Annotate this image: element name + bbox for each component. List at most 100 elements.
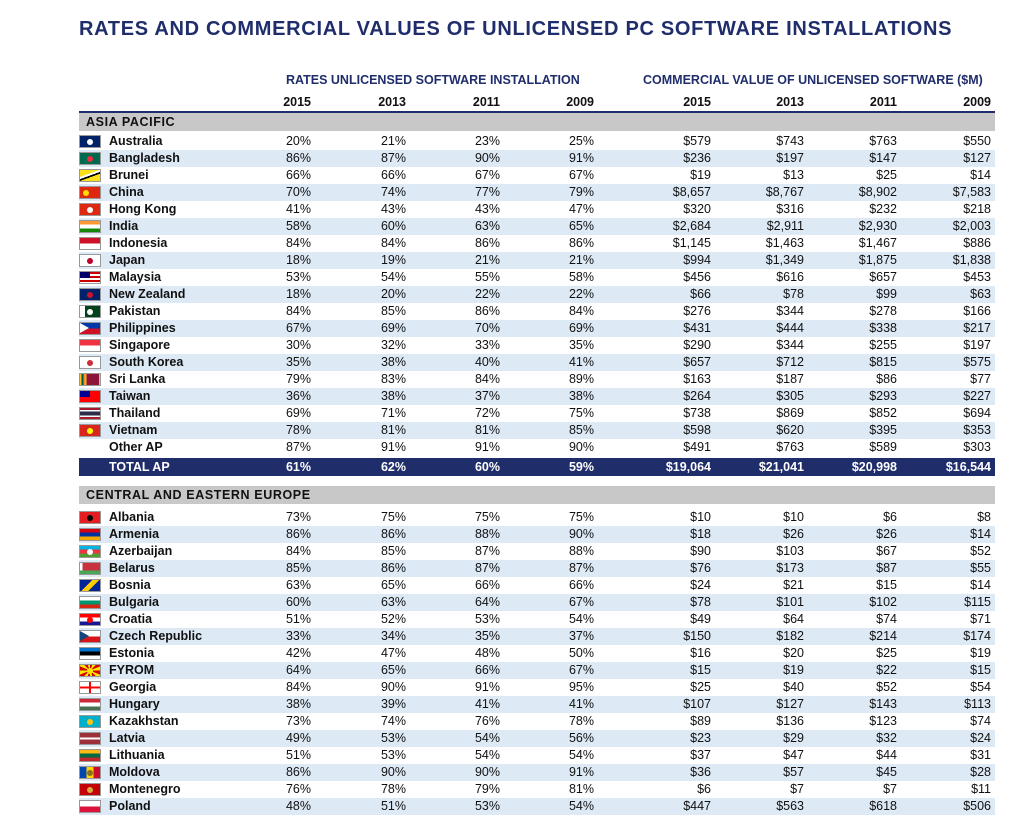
table-cell: $45 xyxy=(876,765,897,779)
table-cell: $29 xyxy=(783,731,804,745)
table-cell: 87% xyxy=(285,440,311,454)
table-cell: $49 xyxy=(690,612,711,626)
lithuania-flag-icon xyxy=(79,749,101,762)
table-cell: $214 xyxy=(869,629,897,643)
table-row: China 70% 74% 77% 79% $8,657 $8,767 $8,902 $7,58… xyxy=(79,184,995,201)
table-cell: 75% xyxy=(380,510,406,524)
table-cell: 91% xyxy=(474,440,500,454)
country-name: Moldova xyxy=(109,765,160,779)
table-cell: $8 xyxy=(977,510,991,524)
czech-republic-flag-icon xyxy=(79,630,101,643)
table-cell: 67% xyxy=(568,595,594,609)
table-cell: 47% xyxy=(568,202,594,216)
table-cell: 83% xyxy=(380,372,406,386)
brunei-flag-icon xyxy=(79,169,101,182)
table-cell: $1,349 xyxy=(765,253,804,267)
table-row: Bosnia 63% 65% 66% 66% $24 $21 $15 $14 xyxy=(79,577,995,594)
table-cell: 20% xyxy=(380,287,406,301)
table-row: Hong Kong 41% 43% 43% 47% $320 $316 $232 $218 xyxy=(79,201,995,218)
table-cell: 18% xyxy=(285,253,311,267)
table-cell: 43% xyxy=(380,202,406,216)
table-cell: $197 xyxy=(776,151,804,165)
total-cell: 62% xyxy=(380,460,406,474)
belarus-flag-icon xyxy=(79,562,101,575)
table-cell: 84% xyxy=(474,372,500,386)
table-cell: $99 xyxy=(876,287,897,301)
table-cell: $173 xyxy=(776,561,804,575)
table-cell: 66% xyxy=(380,168,406,182)
table-cell: $7 xyxy=(883,782,897,796)
table-cell: 72% xyxy=(474,406,500,420)
page-title: RATES AND COMMERCIAL VALUES OF UNLICENSE… xyxy=(79,18,953,40)
country-name: Other AP xyxy=(109,440,163,454)
table-cell: 63% xyxy=(474,219,500,233)
latvia-flag-icon xyxy=(79,732,101,745)
table-row: Georgia 84% 90% 91% 95% $25 $40 $52 $54 xyxy=(79,679,995,696)
table-cell: 69% xyxy=(568,321,594,335)
table-row: Philippines 67% 69% 70% 69% $431 $444 $338 $217 xyxy=(79,320,995,337)
table-cell: 65% xyxy=(568,219,594,233)
table-cell: $14 xyxy=(970,527,991,541)
table-cell: 90% xyxy=(380,680,406,694)
table-row: Lithuania 51% 53% 54% 54% $37 $47 $44 $31 xyxy=(79,747,995,764)
estonia-flag-icon xyxy=(79,647,101,660)
table-cell: $25 xyxy=(876,168,897,182)
table-cell: $738 xyxy=(683,406,711,420)
table-cell: 22% xyxy=(568,287,594,301)
table-cell: 37% xyxy=(474,389,500,403)
table-row: Sri Lanka 79% 83% 84% 89% $163 $187 $86 $77 xyxy=(79,371,995,388)
table-cell: 56% xyxy=(568,731,594,745)
country-name: Bangladesh xyxy=(109,151,180,165)
poland-flag-icon xyxy=(79,800,101,813)
montenegro-flag-icon xyxy=(79,783,101,796)
table-cell: 21% xyxy=(568,253,594,267)
year-header: 2011 xyxy=(472,95,500,109)
table-cell: $994 xyxy=(683,253,711,267)
table-cell: $37 xyxy=(690,748,711,762)
table-cell: $87 xyxy=(876,561,897,575)
table-cell: $127 xyxy=(963,151,991,165)
table-cell: $303 xyxy=(963,440,991,454)
table-row: Vietnam 78% 81% 81% 85% $598 $620 $395 $353 xyxy=(79,422,995,439)
table-cell: $852 xyxy=(869,406,897,420)
azerbaijan-flag-icon xyxy=(79,545,101,558)
table-cell: 47% xyxy=(380,646,406,660)
table-cell: $67 xyxy=(876,544,897,558)
table-cell: 54% xyxy=(380,270,406,284)
table-cell: 36% xyxy=(285,389,311,403)
table-row: Croatia 51% 52% 53% 54% $49 $64 $74 $71 xyxy=(79,611,995,628)
table-cell: 39% xyxy=(380,697,406,711)
table-cell: 21% xyxy=(380,134,406,148)
table-cell: $743 xyxy=(776,134,804,148)
table-cell: $338 xyxy=(869,321,897,335)
table-cell: 87% xyxy=(474,561,500,575)
table-cell: 71% xyxy=(380,406,406,420)
table-row: Japan 18% 19% 21% 21% $994 $1,349 $1,875 $1,838 xyxy=(79,252,995,269)
table-cell: $13 xyxy=(783,168,804,182)
table-cell: 67% xyxy=(568,168,594,182)
table-row: Bangladesh 86% 87% 90% 91% $236 $197 $147 $127 xyxy=(79,150,995,167)
table-cell: $90 xyxy=(690,544,711,558)
header-rule xyxy=(79,111,995,113)
table-cell: $123 xyxy=(869,714,897,728)
table-row: Montenegro 76% 78% 79% 81% $6 $7 $7 $11 xyxy=(79,781,995,798)
table-cell: $113 xyxy=(964,697,991,711)
table-cell: $197 xyxy=(963,338,991,352)
table-row: New Zealand 18% 20% 22% 22% $66 $78 $99 $63 xyxy=(79,286,995,303)
table-cell: 58% xyxy=(285,219,311,233)
japan-flag-icon xyxy=(79,254,101,267)
table-cell: $26 xyxy=(876,527,897,541)
table-cell: $232 xyxy=(869,202,897,216)
table-cell: 79% xyxy=(474,782,500,796)
country-name: Hungary xyxy=(109,697,160,711)
georgia-flag-icon xyxy=(79,681,101,694)
table-row: Estonia 42% 47% 48% 50% $16 $20 $25 $19 xyxy=(79,645,995,662)
table-cell: 21% xyxy=(474,253,500,267)
table-cell: $24 xyxy=(970,731,991,745)
table-cell: $74 xyxy=(970,714,991,728)
table-cell: 34% xyxy=(380,629,406,643)
table-cell: $11 xyxy=(971,782,991,796)
moldova-flag-icon xyxy=(79,766,101,779)
table-cell: $74 xyxy=(876,612,897,626)
table-cell: 91% xyxy=(380,440,406,454)
